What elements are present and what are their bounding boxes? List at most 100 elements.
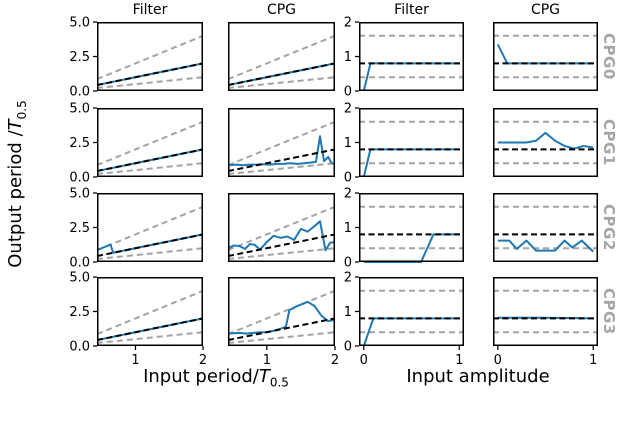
subplot-cpg3-filter-amplitude: 0 1 2 0 1	[344, 271, 464, 368]
axes-spines	[97, 193, 203, 262]
x-tick-label: 1	[131, 353, 139, 368]
row-label-cpg0: CPG0	[600, 33, 618, 80]
subplot-cpg0-filter-period: 0.0 2.5 5.0	[69, 16, 204, 100]
subplot-cpg3-filter-period: 0.0 2.5 5.0 1 2	[69, 271, 207, 369]
data-line	[227, 135, 336, 167]
data-line	[497, 239, 594, 253]
x-tick-label: 1	[455, 353, 463, 368]
col-title-filter-period: Filter	[132, 2, 168, 18]
reference-line-gray	[96, 247, 204, 261]
subplot-cpg1-filter-amplitude: 0 1 2	[344, 102, 464, 186]
axes-spines	[493, 277, 598, 346]
y-tick-label: 1	[344, 221, 352, 236]
y-axis-label: Output period /T0.5	[5, 100, 29, 268]
x-tick-label: 1	[589, 353, 597, 368]
x-tick-label: 1	[263, 353, 271, 368]
axes-spines	[228, 22, 335, 91]
y-tick-label: 1	[344, 50, 352, 65]
y-tick-label: 0	[344, 340, 352, 355]
axes-spines	[97, 108, 203, 177]
reference-line-gray	[227, 34, 336, 81]
axes-spines	[228, 108, 335, 177]
y-tick-label: 1	[344, 305, 352, 320]
y-tick-label: 0	[344, 256, 352, 271]
axes-spines	[493, 108, 598, 177]
y-tick-label: 5.0	[69, 271, 90, 286]
col-title-cpg-period: CPG	[266, 2, 297, 18]
reference-line-black	[227, 317, 336, 342]
y-tick-label: 0.0	[69, 256, 90, 271]
row-label-cpg3: CPG3	[600, 288, 618, 335]
axes-spines	[359, 193, 464, 262]
y-tick-label: 0.0	[69, 171, 90, 186]
axes-spines	[359, 22, 464, 91]
reference-line-gray	[227, 162, 336, 176]
axes-spines	[493, 193, 598, 262]
y-tick-label: 2	[344, 271, 352, 286]
axes-spines	[493, 22, 598, 91]
subplot-cpg1-cpg-amplitude	[493, 108, 598, 177]
y-tick-label: 1	[344, 136, 352, 151]
data-line	[227, 220, 336, 252]
y-tick-label: 0.0	[69, 85, 90, 100]
reference-line-black	[96, 233, 204, 258]
subplot-cpg2-filter-amplitude: 0 1 2	[344, 187, 464, 271]
row-label-cpg1: CPG1	[600, 119, 618, 166]
data-line	[496, 43, 594, 65]
axes-spines	[359, 108, 464, 177]
reference-line-black	[227, 62, 336, 87]
y-tick-label: 5.0	[69, 187, 90, 202]
reference-line-black	[96, 148, 204, 173]
reference-line-gray	[96, 162, 204, 176]
subplot-cpg0-cpg-period	[227, 22, 336, 91]
subplot-cpg0-cpg-amplitude	[493, 22, 598, 91]
data-line	[227, 300, 336, 335]
data-line	[497, 131, 594, 150]
y-tick-label: 0	[344, 171, 352, 186]
reference-line-gray	[227, 76, 336, 90]
axes-spines	[97, 277, 203, 346]
y-tick-label: 2	[344, 102, 352, 117]
y-tick-label: 5.0	[69, 102, 90, 117]
subplot-cpg2-filter-period: 0.0 2.5 5.0	[69, 187, 204, 271]
reference-line-gray	[227, 247, 336, 261]
row-label-cpg2: CPG2	[600, 204, 618, 251]
x-tick-label: 2	[331, 353, 339, 368]
reference-line-gray	[96, 76, 204, 90]
y-tick-label: 2.5	[69, 50, 90, 65]
x-tick-label: 0	[360, 353, 368, 368]
y-tick-label: 0.0	[69, 340, 90, 355]
col-title-filter-amplitude: Filter	[394, 2, 429, 18]
axes-spines	[359, 277, 464, 346]
reference-line-gray	[96, 205, 204, 252]
y-tick-label: 5.0	[69, 16, 90, 31]
subplot-cpg2-cpg-period	[227, 193, 336, 262]
reference-line-gray	[227, 205, 336, 252]
x-tick-label: 2	[199, 353, 207, 368]
y-tick-label: 2.5	[69, 305, 90, 320]
reference-line-black	[96, 317, 204, 342]
axes-spines	[228, 277, 335, 346]
subplot-cpg1-cpg-period	[227, 108, 336, 177]
subplot-cpg0-filter-amplitude: 0 1 2	[344, 16, 464, 100]
reference-line-black	[96, 62, 204, 87]
subplot-cpg1-filter-period: 0.0 2.5 5.0	[69, 102, 204, 186]
reference-line-gray	[96, 331, 204, 345]
reference-line-gray	[227, 331, 336, 345]
axes-spines	[97, 22, 203, 91]
y-tick-label: 2	[344, 16, 352, 31]
x-axis-label-amplitude: Input amplitude	[406, 366, 550, 387]
y-tick-label: 2.5	[69, 221, 90, 236]
y-tick-label: 2.5	[69, 136, 90, 151]
axes-spines	[228, 193, 335, 262]
subplot-cpg2-cpg-amplitude	[493, 193, 598, 262]
reference-line-black	[227, 148, 336, 173]
reference-line-black	[227, 233, 336, 258]
reference-line-gray	[96, 34, 204, 81]
x-axis-label-period: Input period/T0.5	[143, 366, 289, 390]
reference-line-gray	[96, 120, 204, 167]
x-tick-label: 0	[494, 353, 502, 368]
